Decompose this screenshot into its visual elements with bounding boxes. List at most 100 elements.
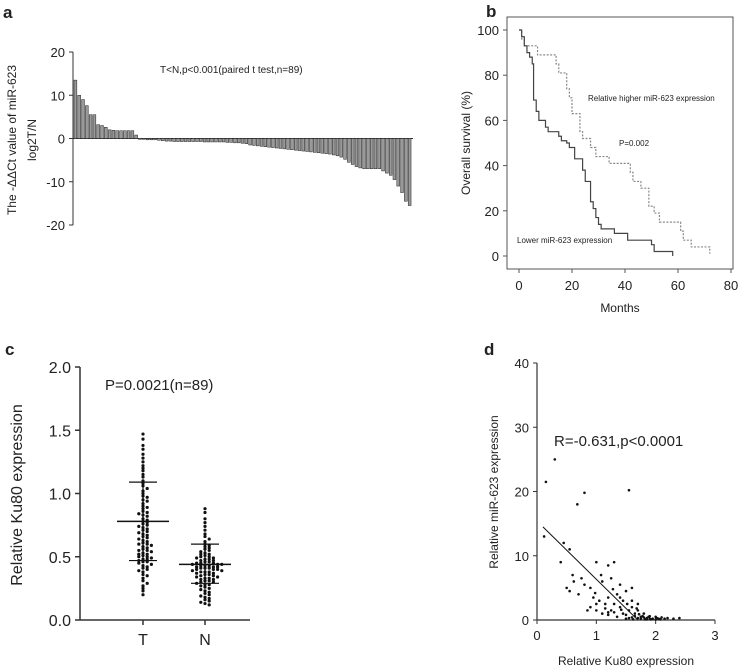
bar: [316, 138, 321, 154]
panel-label-d: d: [484, 340, 494, 359]
x-tick-label-d: 1: [593, 628, 600, 643]
data-point-N: [203, 601, 207, 606]
data-point: [630, 605, 634, 609]
data-point-N: [207, 572, 211, 577]
data-point: [606, 596, 610, 599]
bar: [324, 138, 328, 154]
data-point-N: [203, 524, 207, 528]
y-tick-label-d: 20: [515, 485, 529, 500]
bar: [275, 138, 279, 149]
panel-label-a: a: [3, 3, 13, 22]
data-point-T: [141, 586, 145, 590]
data-point-N: [203, 595, 207, 599]
data-point: [642, 612, 646, 615]
data-point: [621, 612, 625, 615]
bar: [263, 138, 267, 147]
bar: [111, 130, 116, 139]
data-point-N: [199, 552, 203, 556]
data-point-T: [145, 514, 149, 518]
data-point: [624, 617, 628, 621]
bar: [350, 138, 355, 165]
x-tick-label-c: N: [199, 632, 211, 649]
data-point: [637, 612, 641, 616]
data-point-T: [141, 564, 145, 568]
data-point: [615, 593, 619, 596]
data-point-T: [145, 581, 149, 585]
data-point-N: [195, 567, 199, 572]
data-point: [627, 488, 631, 492]
data-point-N: [207, 560, 211, 564]
data-point-N: [203, 532, 207, 536]
y-axis-label-b: Overall survival (%): [459, 91, 473, 195]
bar: [244, 138, 248, 144]
bar: [396, 138, 400, 187]
data-point-T: [145, 495, 149, 499]
annotation-c: P=0.0021(n=89): [105, 377, 213, 394]
data-point-N: [199, 588, 203, 592]
data-point-N: [203, 591, 207, 596]
bar: [240, 138, 245, 144]
annotation-b: P=0.002: [619, 139, 650, 148]
bar: [335, 138, 340, 157]
data-point: [619, 608, 623, 612]
y-tick-label-b: 40: [485, 159, 499, 174]
data-point-T: [145, 552, 149, 556]
bar: [130, 130, 135, 139]
data-point: [606, 613, 610, 617]
bar: [199, 138, 203, 142]
bar: [309, 138, 313, 153]
data-point-T: [137, 524, 141, 528]
y-axis-label-d: Relative miR-623 expression: [487, 415, 501, 568]
data-point-N: [207, 537, 211, 541]
bar: [354, 138, 359, 167]
data-point-N: [203, 517, 207, 521]
data-point-T: [141, 460, 145, 464]
x-axis-label-b: Months: [600, 301, 639, 315]
y-tick-label-d: 40: [515, 356, 529, 371]
panel-label-b: b: [486, 2, 496, 21]
data-point: [568, 548, 571, 551]
data-point-T: [137, 569, 141, 573]
y-tick-label-a: 20: [51, 45, 65, 60]
data-point-T: [141, 432, 145, 436]
data-point-N: [211, 571, 215, 575]
y-axis-label-c: Relative Ku80 expression: [9, 404, 26, 585]
bar: [305, 138, 309, 152]
bar: [183, 138, 188, 142]
data-point-T: [141, 443, 145, 448]
data-point-N: [195, 575, 199, 579]
data-point-N: [195, 556, 199, 560]
data-point-T: [141, 447, 145, 451]
data-point-T: [145, 505, 149, 510]
data-point: [586, 609, 589, 612]
data-point-T: [145, 510, 149, 515]
bar: [77, 95, 81, 139]
data-point: [580, 576, 583, 580]
bar: [115, 130, 119, 139]
data-point-N: [199, 594, 203, 598]
data-point: [609, 609, 613, 612]
data-point-N: [211, 577, 215, 582]
data-point-T: [145, 546, 149, 550]
data-point: [633, 612, 637, 615]
data-point: [611, 587, 615, 591]
bar: [320, 138, 324, 154]
data-point: [593, 591, 597, 595]
data-point: [612, 610, 616, 614]
data-point: [603, 607, 607, 610]
panel-label-c: c: [5, 340, 14, 359]
legend-lower: Lower miR-623 expression: [517, 236, 612, 245]
bar: [252, 138, 256, 146]
data-point-T: [145, 542, 149, 546]
bar: [362, 138, 366, 170]
data-point: [678, 616, 681, 620]
data-point-T: [149, 543, 153, 547]
bar: [343, 138, 347, 160]
data-point: [635, 607, 638, 610]
y-tick-label-c: 1.0: [49, 487, 71, 504]
data-point-N: [220, 569, 224, 573]
x-axis-label-d: Relative Ku80 expression: [558, 654, 694, 668]
x-tick-label-b: 80: [724, 278, 738, 293]
data-point-N: [207, 590, 211, 594]
